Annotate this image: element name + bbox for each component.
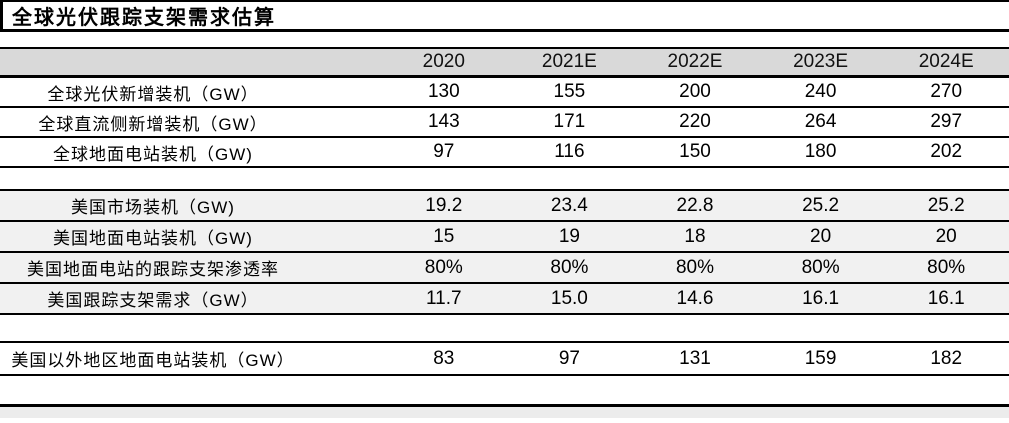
row-label: 美国地面电站装机（GW) bbox=[53, 229, 253, 248]
cell-value: 200 bbox=[679, 81, 711, 102]
cell-value: 159 bbox=[804, 347, 837, 369]
cell-value: 18 bbox=[684, 225, 706, 247]
column-header-2021e: 2021E bbox=[541, 51, 597, 72]
cell-value: 143 bbox=[427, 111, 460, 132]
cell-value: 22.8 bbox=[676, 194, 714, 216]
cell-value: 80% bbox=[675, 256, 714, 278]
column-header-2022e: 2022E bbox=[667, 51, 723, 72]
column-header-2023e: 2023E bbox=[793, 51, 849, 72]
title-header-gap bbox=[0, 32, 1009, 47]
cell-value: 19 bbox=[558, 225, 580, 247]
cell-value: 264 bbox=[804, 111, 837, 132]
cell-value: 150 bbox=[679, 141, 711, 162]
cell-value: 11.7 bbox=[426, 287, 462, 309]
cell-value: 19.2 bbox=[425, 194, 463, 216]
cell-value: 116 bbox=[554, 141, 585, 162]
row-label: 全球光伏新增装机（GW） bbox=[47, 84, 259, 104]
table-row-us-tracker-penetration: 美国地面电站的跟踪支架渗透率 80% 80% 80% 80% 80% bbox=[0, 253, 1009, 284]
table-row-ex-us-ground-station-installs: 美国以外地区地面电站装机（GW） 83 97 131 159 182 bbox=[0, 343, 1009, 376]
cell-value: 16.1 bbox=[802, 287, 840, 309]
cell-value: 14.6 bbox=[676, 287, 714, 309]
table-row-global-pv-new-installs: 全球光伏新增装机（GW） 130 155 200 240 270 bbox=[0, 78, 1009, 108]
cell-value: 171 bbox=[553, 111, 586, 132]
row-label: 美国跟踪支架需求（GW） bbox=[47, 291, 259, 310]
cell-value: 80% bbox=[550, 256, 589, 278]
column-header-2020: 2020 bbox=[422, 51, 465, 72]
cell-value: 80% bbox=[927, 256, 966, 278]
demand-table: 2020 2021E 2022E 2023E 2024E 全球光伏新增装机（GW… bbox=[0, 47, 1009, 418]
cell-value: 25.2 bbox=[927, 194, 965, 216]
cell-value: 240 bbox=[804, 81, 837, 102]
cell-value: 155 bbox=[553, 81, 586, 102]
section-spacer-row bbox=[0, 315, 1009, 343]
table-row-us-tracker-demand: 美国跟踪支架需求（GW） 11.7 15.0 14.6 16.1 16.1 bbox=[0, 284, 1009, 315]
table-row-us-market-installs: 美国市场装机（GW) 19.2 23.4 22.8 25.2 25.2 bbox=[0, 191, 1009, 222]
column-header-2024e: 2024E bbox=[918, 51, 974, 72]
cell-value: 16.1 bbox=[927, 287, 965, 309]
row-label: 美国地面电站的跟踪支架渗透率 bbox=[27, 260, 279, 279]
row-label: 美国以外地区地面电站装机（GW） bbox=[11, 351, 295, 370]
row-label: 全球直流侧新增装机（GW） bbox=[38, 114, 268, 134]
cell-value: 97 bbox=[433, 141, 455, 162]
row-label: 全球地面电站装机（GW) bbox=[53, 144, 253, 164]
cell-value: 131 bbox=[679, 347, 711, 369]
section-spacer-row bbox=[0, 168, 1009, 191]
cell-value: 270 bbox=[930, 81, 963, 102]
table-footer-spacer bbox=[0, 376, 1009, 407]
cell-value: 15 bbox=[433, 225, 455, 247]
cell-value: 20 bbox=[810, 225, 832, 247]
cell-value: 15.0 bbox=[550, 287, 588, 309]
row-label: 美国市场装机（GW) bbox=[71, 198, 235, 217]
cell-value: 80% bbox=[801, 256, 840, 278]
cell-value: 25.2 bbox=[802, 194, 840, 216]
cell-value: 83 bbox=[433, 347, 455, 369]
cell-value: 130 bbox=[427, 81, 460, 102]
cell-value: 297 bbox=[930, 111, 963, 132]
bottom-gray-strip bbox=[0, 407, 1009, 418]
cell-value: 97 bbox=[558, 347, 580, 369]
table-header-row: 2020 2021E 2022E 2023E 2024E bbox=[0, 47, 1009, 78]
cell-value: 182 bbox=[930, 347, 963, 369]
table-row-global-ground-station-installs: 全球地面电站装机（GW) 97 116 150 180 202 bbox=[0, 138, 1009, 168]
cell-value: 180 bbox=[804, 141, 837, 162]
table-title: 全球光伏跟踪支架需求估算 bbox=[12, 7, 276, 29]
table-row-us-ground-station-installs: 美国地面电站装机（GW) 15 19 18 20 20 bbox=[0, 222, 1009, 253]
cell-value: 23.4 bbox=[550, 194, 588, 216]
cell-value: 220 bbox=[679, 111, 711, 132]
table-title-block: 全球光伏跟踪支架需求估算 bbox=[0, 0, 1009, 32]
cell-value: 80% bbox=[424, 256, 463, 278]
cell-value: 20 bbox=[935, 225, 957, 247]
table-row-global-dc-new-installs: 全球直流侧新增装机（GW） 143 171 220 264 297 bbox=[0, 108, 1009, 138]
cell-value: 202 bbox=[930, 141, 963, 162]
